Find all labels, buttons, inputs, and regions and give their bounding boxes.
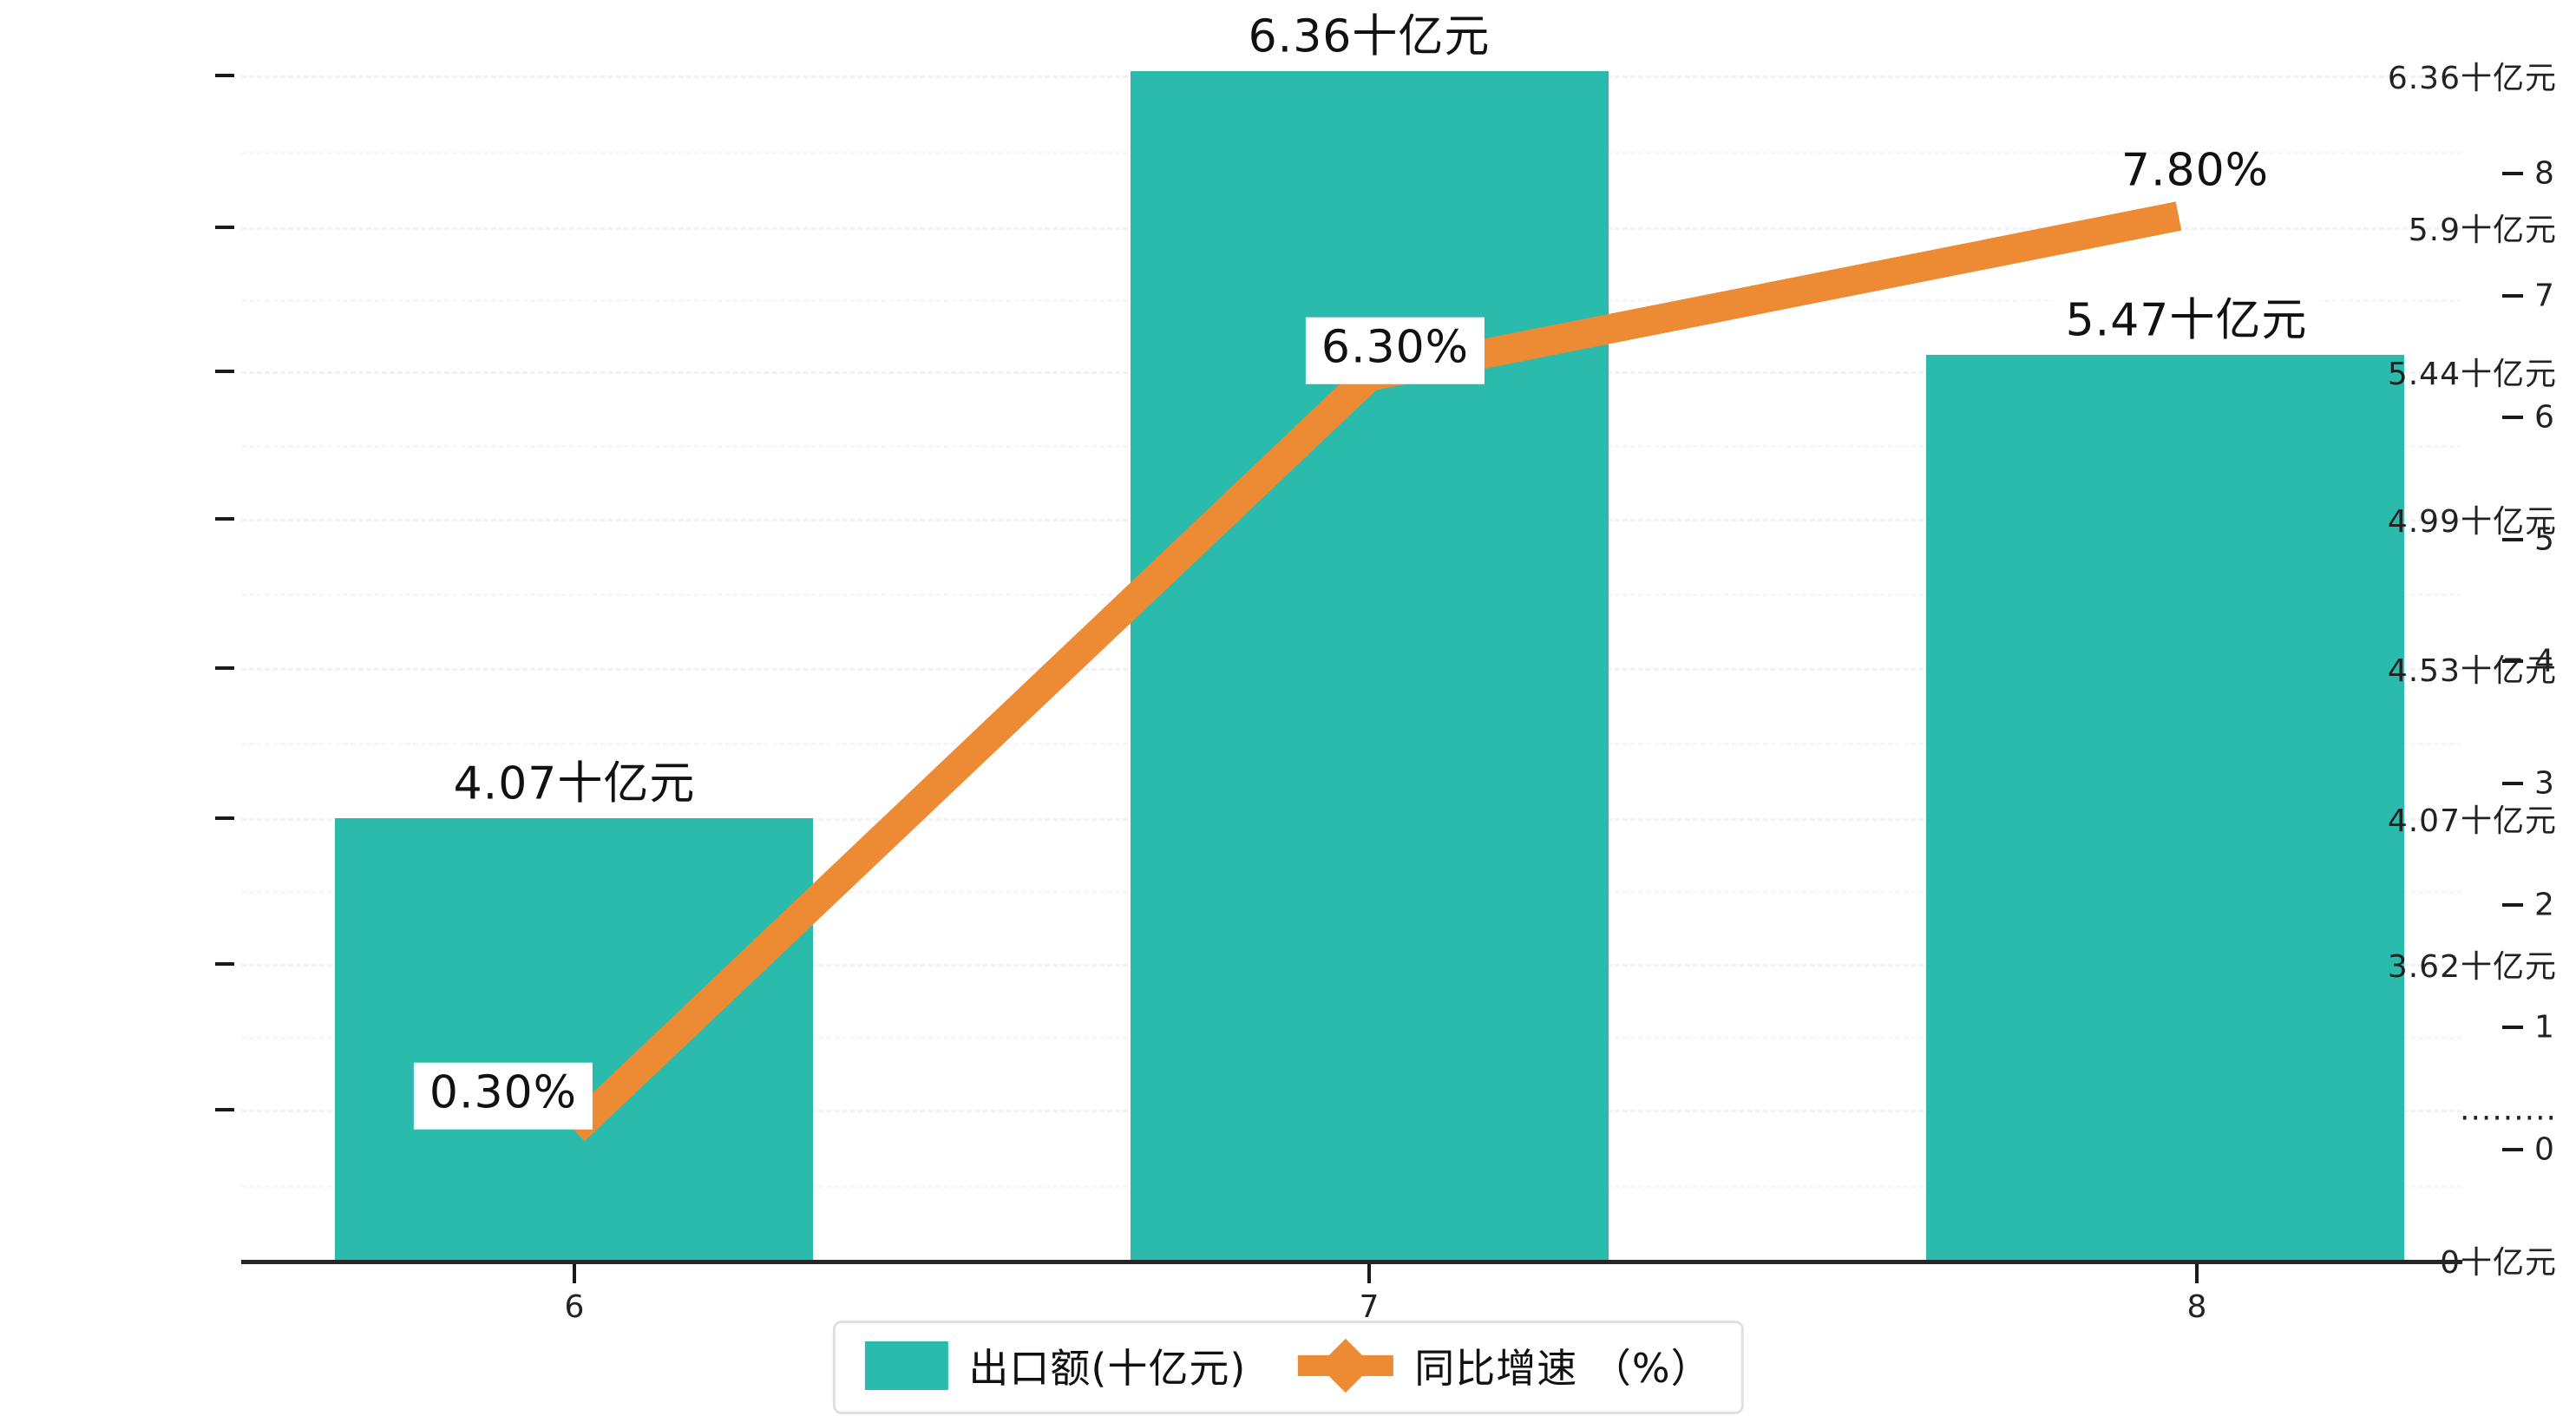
legend-item-export-amount[interactable]: 出口额(十亿元) — [864, 1337, 1246, 1394]
x-axis-label: 6 — [564, 1289, 585, 1325]
y-axis-left-label: 6.36十亿元 — [2387, 61, 2557, 96]
y-axis-right-label: 2 — [2534, 887, 2554, 923]
y-axis-left-label: 5.9十亿元 — [2408, 213, 2557, 248]
y-axis-right-tick — [2502, 782, 2523, 785]
y-axis-right-tick — [2502, 1026, 2523, 1029]
y-axis-right-label: 7 — [2534, 278, 2554, 314]
bar-6[interactable] — [335, 818, 813, 1262]
y-axis-left-label: 4.53十亿元 — [2387, 653, 2557, 689]
y-axis-right-tick — [2502, 903, 2523, 907]
y-axis-left-tick — [215, 816, 234, 820]
y-axis-right-tick — [2502, 659, 2523, 663]
y-axis-left-tick — [215, 1108, 234, 1111]
chart-legend[interactable]: 出口额(十亿元) 同比增速 （%） — [832, 1321, 1744, 1414]
bar-label-6: 4.07十亿元 — [441, 757, 708, 816]
y-axis-left-label: 4.99十亿元 — [2387, 504, 2557, 540]
y-axis-right-label: 8 — [2534, 155, 2554, 192]
y-axis-left-tick — [215, 666, 234, 670]
y-axis-right-label: 6 — [2534, 399, 2554, 436]
y-axis-right-tick — [2502, 416, 2523, 419]
y-axis-left-label-placeholder: ......... — [2460, 1092, 2557, 1128]
x-axis-tick — [2195, 1264, 2199, 1283]
bar-swatch-icon — [864, 1341, 948, 1390]
y-axis-right-tick — [2502, 538, 2523, 541]
y-axis-left-tick — [215, 226, 234, 229]
y-axis-left-label: 5.44十亿元 — [2387, 357, 2557, 392]
bar-label-7: 6.36十亿元 — [1236, 10, 1503, 69]
x-axis-label: 7 — [1359, 1289, 1380, 1325]
y-axis-right-label: 0 — [2534, 1131, 2554, 1168]
line-label-6: 0.30% — [413, 1062, 593, 1130]
legend-item-growth-rate[interactable]: 同比增速 （%） — [1298, 1337, 1711, 1394]
y-axis-left-label: 3.62十亿元 — [2387, 949, 2557, 985]
y-axis-right-label: 5 — [2534, 521, 2554, 558]
y-axis-right-label: 4 — [2534, 643, 2554, 679]
x-axis-tick — [573, 1264, 576, 1283]
x-axis-tick — [1367, 1264, 1371, 1283]
line-marker-diamond-icon — [1319, 1338, 1373, 1393]
legend-label-growth-rate: 同比增速 （%） — [1414, 1345, 1712, 1392]
y-axis-right-tick — [2502, 172, 2523, 175]
y-axis-left-label: 4.07十亿元 — [2387, 803, 2557, 839]
bar-8[interactable] — [1926, 355, 2404, 1262]
y-axis-left-tick — [215, 962, 234, 966]
line-marker-icon — [1298, 1338, 1394, 1393]
bar-7[interactable] — [1131, 71, 1609, 1262]
y-axis-right-label: 3 — [2534, 765, 2554, 802]
x-axis-label: 8 — [2186, 1289, 2207, 1325]
legend-label-export-amount: 出口额(十亿元) — [968, 1345, 1247, 1392]
x-axis-line — [241, 1260, 2462, 1264]
y-axis-left-tick — [215, 517, 234, 521]
line-label-7: 6.30% — [1305, 317, 1485, 384]
y-axis-left-tick — [215, 370, 234, 373]
y-axis-right-label: 1 — [2534, 1009, 2554, 1046]
y-axis-left-tick — [215, 74, 234, 77]
line-label-8: 7.80% — [2120, 144, 2270, 197]
bar-label-8: 5.47十亿元 — [2053, 293, 2320, 353]
y-axis-right-tick — [2502, 294, 2523, 298]
y-axis-right-tick — [2502, 1148, 2523, 1151]
